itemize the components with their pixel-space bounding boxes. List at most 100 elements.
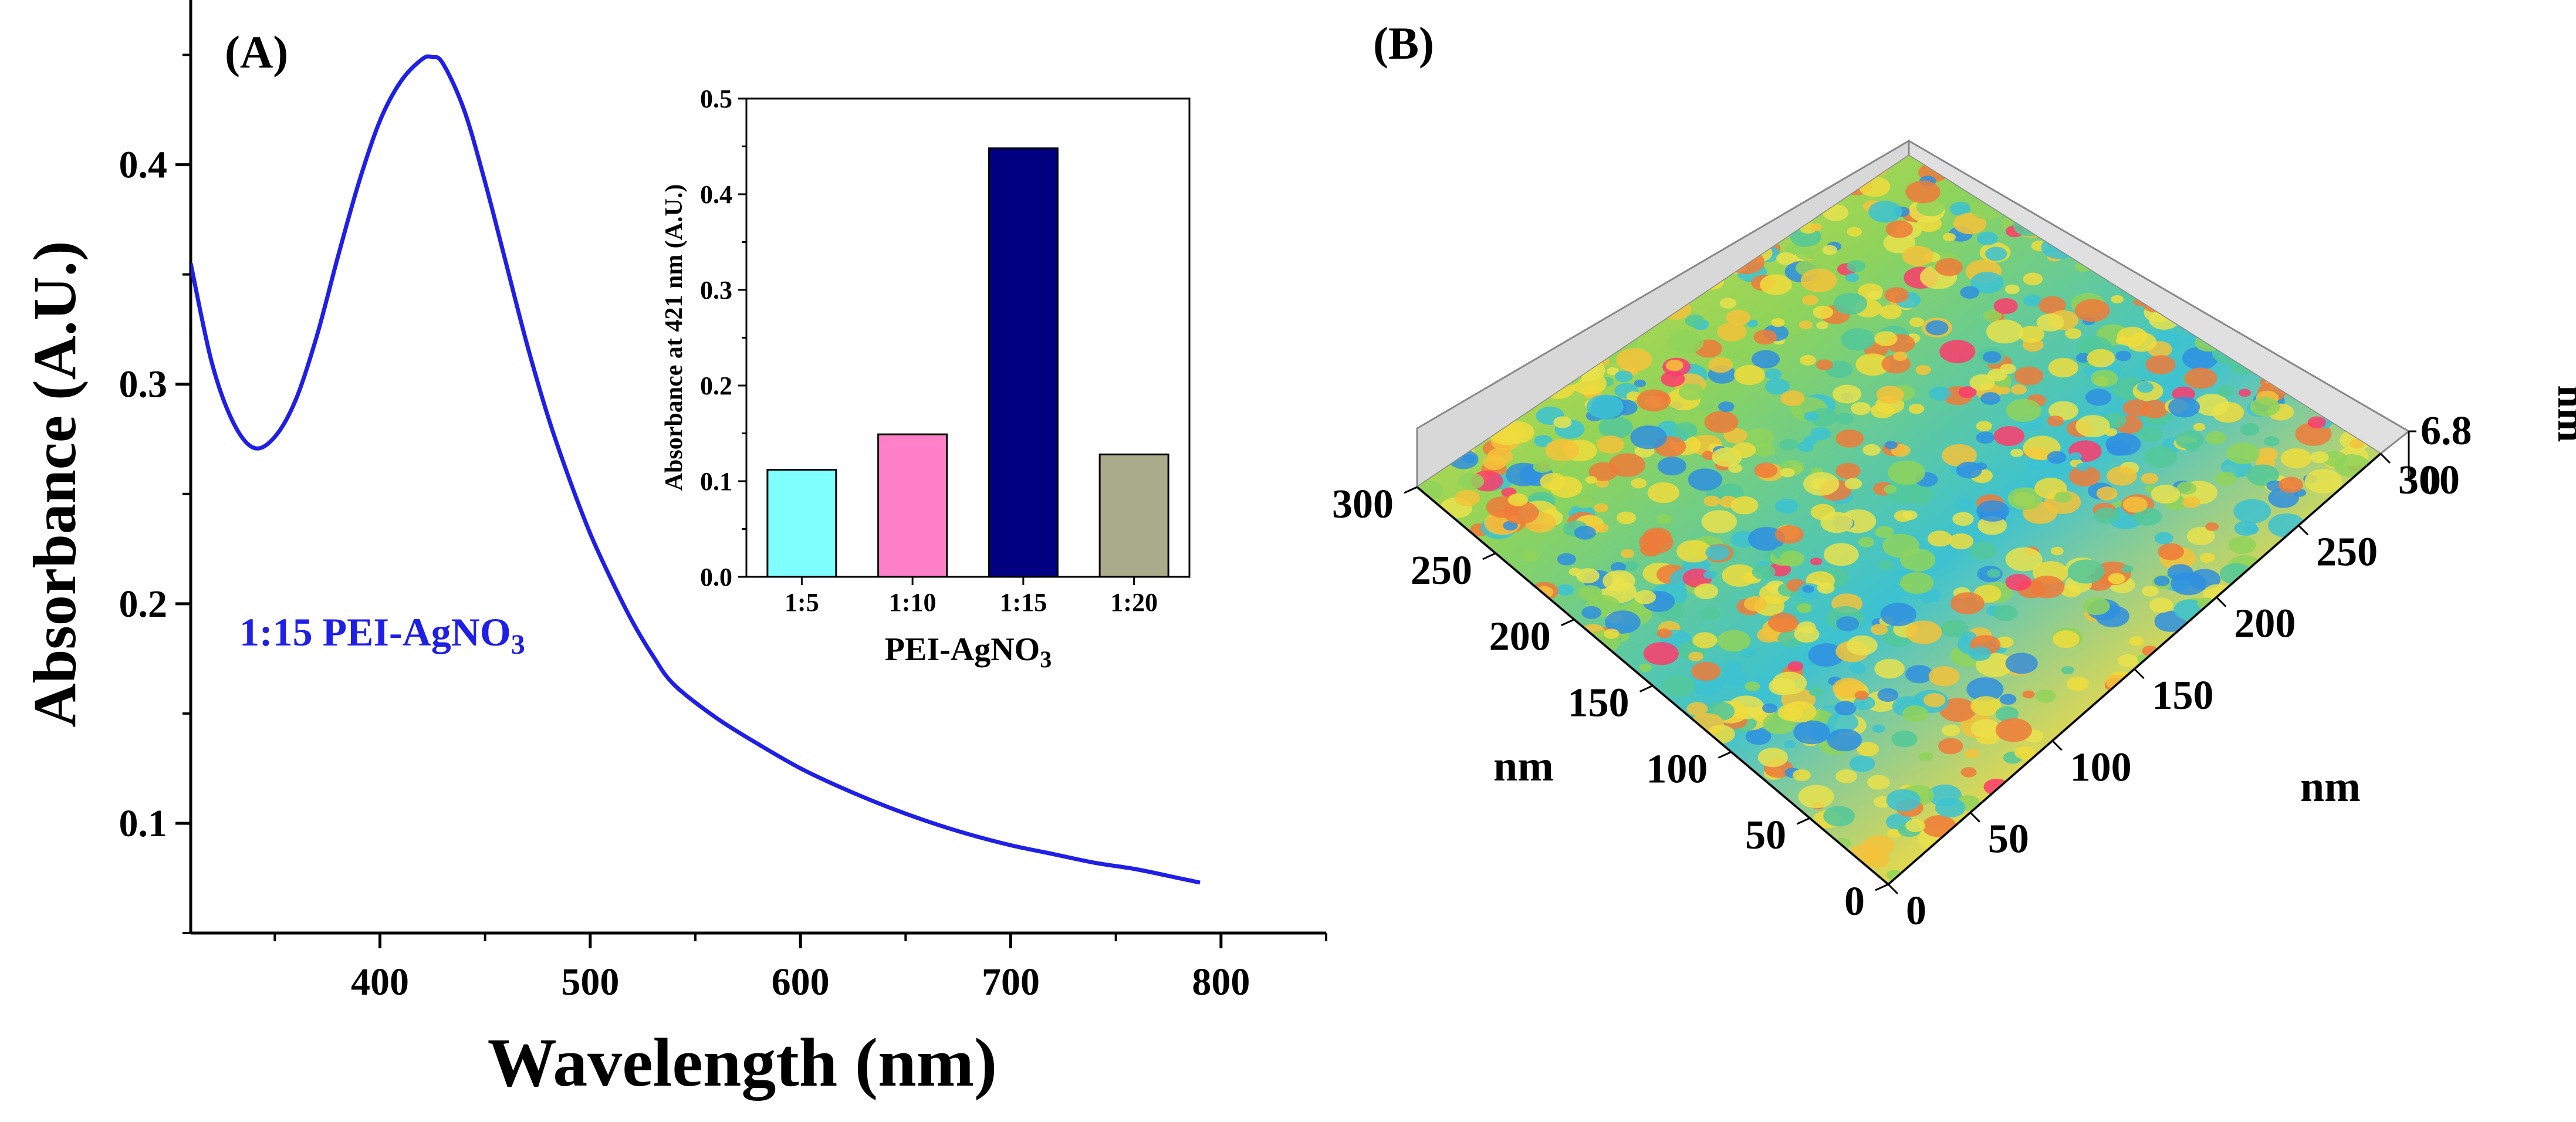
afm-grain — [2069, 452, 2082, 461]
afm-grain — [1834, 141, 1854, 155]
afm-grain — [1503, 521, 1518, 530]
afm-grain — [1743, 596, 1767, 611]
afm-y-tick-label: 250 — [2316, 529, 2378, 574]
afm-grain — [1836, 616, 1860, 631]
afm-grain — [1881, 104, 1896, 114]
afm-grain — [2167, 564, 2193, 581]
afm-grain — [1678, 383, 1705, 401]
afm-grain — [1814, 156, 1851, 170]
afm-grain — [1844, 478, 1862, 489]
afm-grain — [1745, 428, 1774, 448]
afm-grain — [2037, 190, 2064, 207]
afm-grain — [1454, 489, 1480, 506]
afm-y-tick — [2216, 596, 2227, 607]
afm-grain — [1694, 583, 1719, 600]
afm-grain — [1688, 468, 1723, 491]
afm-grain — [1861, 84, 1894, 105]
afm-y-tick — [2379, 452, 2391, 464]
afm-grain — [1905, 665, 1933, 684]
afm-grain — [1822, 245, 1838, 255]
afm-grain — [1921, 87, 1933, 96]
afm-x-tick — [1404, 486, 1418, 494]
afm-grain — [2121, 565, 2134, 573]
afm-grain — [1676, 540, 1712, 563]
afm-grain — [1603, 570, 1635, 592]
afm-grain — [1854, 690, 1869, 700]
series-annotation: 1:15 PEI-AgNO3 — [239, 610, 525, 660]
afm-grain — [2107, 466, 2137, 486]
afm-grain — [1851, 156, 1882, 157]
afm-grain — [1765, 378, 1790, 395]
afm-grain — [2154, 576, 2170, 586]
afm-grain — [1976, 421, 1992, 431]
afm-grain — [1802, 585, 1814, 593]
afm-grain — [2023, 295, 2041, 306]
afm-grain — [1833, 156, 1860, 160]
afm-grain — [1533, 459, 1553, 473]
afm-grain — [1966, 677, 2004, 702]
afm-grain — [2014, 185, 2043, 204]
afm-grain — [1634, 379, 1647, 387]
afm-grain — [1976, 431, 1995, 444]
afm-grain — [1553, 416, 1572, 428]
afm-grain — [1884, 287, 1909, 303]
afm-grain — [1777, 704, 1804, 721]
afm-grain — [1939, 340, 1976, 363]
afm-grain — [2199, 553, 2215, 563]
afm-grain — [1685, 314, 1705, 327]
afm-grain — [1787, 661, 1804, 672]
afm-grain — [1462, 454, 1476, 464]
afm-grain — [1704, 411, 1739, 434]
afm-grain — [1757, 748, 1788, 768]
afm-grain — [1797, 156, 1830, 165]
afm-grain — [1987, 569, 2001, 578]
afm-x-tick-label: 250 — [1411, 548, 1472, 593]
inset-y-tick-label: 0.4 — [700, 180, 732, 209]
afm-grain — [1692, 632, 1718, 648]
afm-grain — [2193, 423, 2206, 431]
afm-grain — [1752, 564, 1776, 580]
afm-grain — [1938, 738, 1963, 755]
afm-grain — [2233, 499, 2271, 523]
afm-grain — [1634, 590, 1657, 604]
afm-grain — [1884, 485, 1897, 494]
afm-grain — [1760, 274, 1792, 295]
afm-surface-plot: 05010015020025030005010015020025030006.8… — [1332, 84, 2576, 934]
afm-grain — [1893, 352, 1908, 361]
annotation-text: 1:15 PEI-AgNO — [239, 610, 511, 654]
afm-grain — [1833, 292, 1868, 315]
afm-grain — [2226, 442, 2260, 464]
afm-x-tick — [1482, 552, 1496, 560]
afm-grain — [1848, 663, 1867, 674]
afm-grain — [2263, 436, 2280, 447]
afm-grain — [1867, 775, 1890, 790]
afm-grain — [1798, 785, 1834, 809]
afm-grain — [2154, 532, 2173, 545]
afm-grain — [1754, 462, 1778, 478]
afm-grain — [2032, 175, 2058, 192]
afm-grain — [2111, 295, 2124, 303]
afm-x-tick — [1718, 751, 1732, 759]
afm-grain — [1905, 486, 1933, 505]
afm-grain — [1574, 525, 1596, 540]
afm-grain — [1661, 675, 1696, 697]
afm-x-tick — [1561, 619, 1575, 627]
afm-grain — [1752, 350, 1780, 369]
afm-grain — [1835, 462, 1861, 479]
afm-y-tick — [1887, 883, 1899, 895]
afm-grain — [1810, 223, 1823, 231]
afm-grain — [1762, 703, 1777, 714]
afm-grain — [1604, 628, 1620, 639]
afm-grain — [1667, 330, 1704, 354]
afm-grain — [2005, 547, 2043, 572]
afm-grain — [2280, 448, 2312, 469]
afm-grain — [1927, 530, 1952, 547]
afm-grain — [1835, 429, 1864, 448]
afm-grain — [2004, 181, 2033, 200]
afm-grain — [1942, 724, 1960, 736]
afm-grain — [1482, 454, 1507, 471]
afm-grain — [2205, 522, 2219, 531]
afm-grain — [2182, 496, 2200, 508]
x-axis-title: Wavelength (nm) — [488, 1024, 998, 1101]
afm-grain — [1802, 295, 1818, 306]
